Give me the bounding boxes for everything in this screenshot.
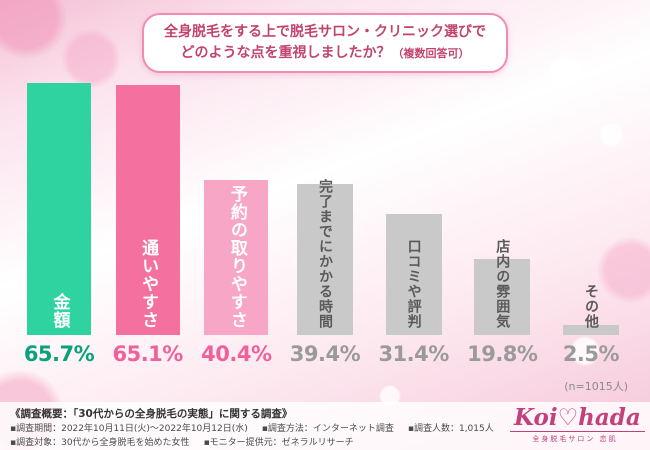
survey-count: ▪調査人数：1,015人 (407, 424, 494, 434)
survey-target: ▪調査対象：30代から全身脱毛を始めた女性 (10, 437, 190, 448)
chart-title-line1: 全身脱毛をする上で脱毛サロン・クリニック選びで (164, 24, 486, 40)
sample-size-note: (n=1015人) (564, 380, 628, 393)
bar-category-label: 口コミや評判 (405, 239, 422, 329)
koihada-logo-subtitle: 全身脱毛サロン 恋肌 (532, 435, 618, 443)
bar-category-label: 予約の取りやすさ (226, 185, 247, 329)
bar-value-label: 2.5% (562, 342, 620, 366)
survey-method: ▪調査方法：インターネット調査 (261, 424, 394, 434)
bar-category-label: 完了までにかかる時間 (316, 179, 333, 329)
bar-column: 口コミや評判 31.4% (371, 80, 457, 366)
bar (204, 180, 269, 335)
bar-column: その他 2.5% (548, 80, 634, 366)
bar-value-label: 39.4% (289, 342, 361, 366)
bar-column: 完了までにかかる時間 39.4% (282, 80, 368, 366)
bar-value-label: 65.1% (112, 342, 183, 366)
bar-value-label: 19.8% (467, 342, 538, 366)
bar-column: 店内の雰囲気 19.8% (459, 80, 545, 366)
chart-title-box: 全身脱毛をする上で脱毛サロン・クリニック選びで どのような点を重視しましたか？（… (142, 13, 508, 73)
bar-column: 予約の取りやすさ 40.4% (193, 80, 279, 366)
bar-chart: 金額 65.7% 通いやすさ 65.1% 予約の取りやすさ 40.4% 完了までにかかる時間… (16, 80, 634, 366)
bar (562, 325, 619, 335)
bar-value-label: 40.4% (201, 342, 272, 366)
survey-summary-heading: 《調査概要：「30代からの全身脱毛の実態」に関する調査》 (10, 408, 293, 420)
koihada-logo: Koi♡hada 全身脱毛サロン 恋肌 (510, 404, 645, 444)
chart-title-line2: どのような点を重視しましたか？ （複数回答可） (180, 45, 470, 61)
bar (27, 83, 91, 335)
bar (385, 214, 442, 335)
bar-category-label: 通いやすさ (138, 239, 159, 329)
bar (115, 85, 180, 335)
multiple-answer-note: （複数回答可） (392, 47, 470, 60)
bar-category-label: 店内の雰囲気 (494, 239, 511, 329)
survey-monitor-provider: ▪モニター提供元：ゼネラルリサーチ (203, 437, 354, 448)
survey-summary-footer: 《調査概要：「30代からの全身脱毛の実態」に関する調査》 ▪調査期間：2022年… (0, 402, 650, 450)
bar (296, 184, 353, 335)
bar-column: 金額 65.7% (16, 80, 102, 366)
survey-detail-row-1: ▪調査期間：2022年10月11日(火)～2022年10月12日(水) ▪調査方… (10, 423, 640, 437)
bar-category-label: その他 (582, 284, 599, 329)
survey-period: ▪調査期間：2022年10月11日(火)～2022年10月12日(水) (10, 424, 248, 434)
bar-value-label: 31.4% (378, 342, 449, 366)
bar-column: 通いやすさ 65.1% (105, 80, 191, 366)
bar-value-label: 65.7% (23, 342, 95, 366)
bar-category-label: 金額 (49, 293, 70, 329)
survey-detail-row-2: ▪調査対象：30代から全身脱毛を始めた女性 ▪モニター提供元：ゼネラルリサーチ (10, 437, 640, 450)
bar (474, 259, 531, 335)
koihada-logo-wordmark: Koi♡hada (510, 404, 645, 432)
